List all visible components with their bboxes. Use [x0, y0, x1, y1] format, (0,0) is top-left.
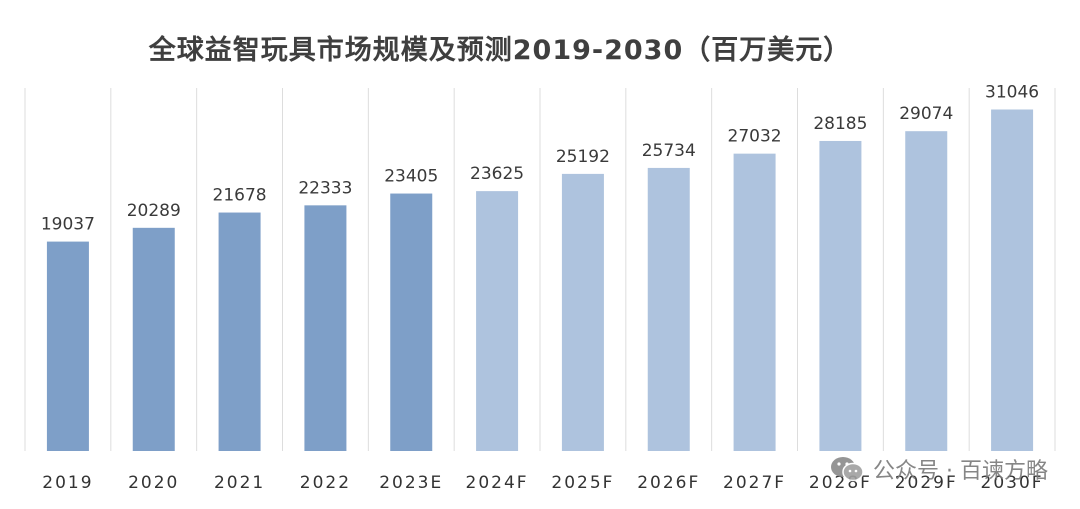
data-label: 25192 — [556, 147, 610, 167]
chart-title: 全球益智玩具市场规模及预测2019-2030（百万美元） — [148, 35, 852, 66]
bar — [476, 191, 519, 451]
x-tick-label: 2024F — [466, 473, 529, 493]
wechat-icon — [831, 457, 864, 482]
bar — [991, 109, 1034, 451]
bar — [905, 131, 948, 451]
x-tick-label: 2019 — [42, 473, 93, 493]
x-tick-label: 2020 — [128, 473, 179, 493]
data-label: 22333 — [298, 178, 352, 198]
data-label: 23625 — [470, 164, 524, 184]
data-label: 23405 — [384, 167, 438, 187]
x-tick-label: 2023E — [379, 473, 443, 493]
x-tick-label: 2026F — [637, 473, 700, 493]
bar — [46, 241, 89, 451]
data-label: 20289 — [127, 201, 181, 221]
x-tick-label: 2030F — [981, 473, 1044, 493]
x-tick-label: 2029F — [895, 473, 958, 493]
x-tick-label: 2021 — [214, 473, 265, 493]
bar — [132, 227, 175, 451]
data-label: 31046 — [985, 82, 1039, 102]
data-label: 29074 — [899, 104, 953, 124]
bar — [304, 205, 347, 451]
watermark: 公众号 · 百谏方略 — [829, 453, 1048, 485]
bar — [561, 173, 604, 451]
data-label: 28185 — [813, 114, 867, 134]
data-label: 21678 — [213, 186, 267, 206]
bar — [218, 212, 261, 451]
x-tick-label: 2022 — [300, 473, 351, 493]
bar — [647, 167, 690, 451]
data-label: 27032 — [728, 127, 782, 147]
bar — [819, 140, 862, 451]
bar — [733, 153, 776, 451]
data-label: 25734 — [642, 141, 696, 161]
x-tick-label: 2025F — [551, 473, 614, 493]
data-label: 19037 — [41, 215, 95, 235]
watermark-text: 公众号 · 百谏方略 — [873, 459, 1048, 484]
x-tick-label: 2027F — [723, 473, 786, 493]
bar — [390, 193, 433, 452]
